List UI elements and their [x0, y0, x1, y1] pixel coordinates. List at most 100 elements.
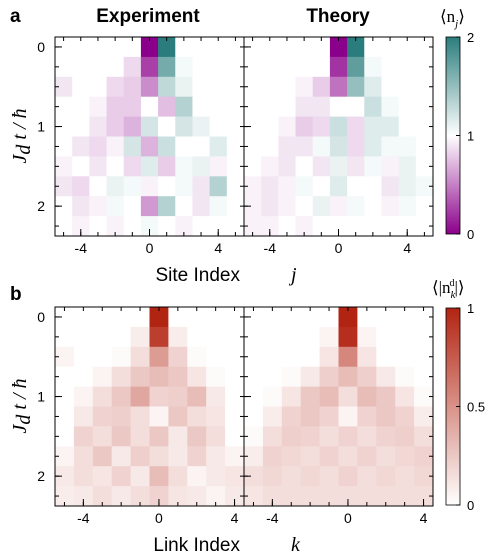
heatmap-a-experiment-cell — [175, 156, 193, 177]
heatmap-b-theory-cell — [262, 307, 283, 328]
heatmap-a-theory-cell — [381, 96, 400, 117]
heatmap-b-theory-cell — [395, 426, 415, 447]
heatmap-a-theory-cell — [312, 116, 331, 137]
heatmap-a-experiment-cell — [55, 196, 73, 217]
heatmap-a-theory-cell — [312, 196, 331, 217]
heatmap-a-theory-cell — [347, 116, 365, 137]
heatmap-b-experiment-cell — [187, 426, 207, 447]
heatmap-a-theory-cell — [261, 37, 279, 58]
heatmap-b-theory-cell — [414, 446, 434, 467]
heatmap-b-experiment-cell — [130, 326, 150, 348]
heatmap-a-experiment-cell — [55, 116, 73, 137]
heatmap-a-theory-cell — [415, 136, 434, 157]
xlabel-link-var: k — [291, 534, 301, 556]
heatmap-a-theory-cell — [398, 136, 417, 157]
heatmap-b-theory-cell — [395, 446, 415, 467]
heatmap-a-experiment-cell — [55, 156, 73, 177]
heatmap-a-experiment-cell — [72, 76, 90, 98]
heatmap-a-experiment-cell — [89, 156, 107, 177]
xlabel-site-index: Site Index — [156, 265, 241, 286]
heatmap-b-experiment-cell — [187, 486, 207, 507]
heatmap-a-theory-cell — [261, 136, 279, 157]
heatmap-b-theory-cell — [414, 307, 434, 328]
heatmap-b-experiment-cell — [225, 346, 245, 368]
heatmap-a-theory-cell — [244, 116, 262, 137]
heatmap-a-experiment-cell — [72, 176, 90, 197]
colorbar-ticks: 0 1 2 0 0.5 1 — [456, 30, 485, 513]
heatmap-b-theory-cell — [281, 446, 302, 467]
heatmap-a-experiment-cell — [140, 116, 159, 137]
heatmap-a-theory-cell — [295, 176, 314, 197]
panel-label-a: a — [10, 6, 21, 27]
heatmap-b-theory-cell — [262, 386, 283, 407]
heatmap-a-experiment-cell — [175, 216, 193, 237]
heatmap-b-theory-cell — [262, 446, 283, 467]
heatmap-b-theory-cell — [376, 326, 396, 348]
heatmap-b-experiment-cell — [168, 386, 188, 407]
heatmap-b-theory-cell — [300, 446, 320, 467]
heatmap-a-experiment-cell — [140, 216, 159, 237]
heatmap-a-experiment-cell — [123, 116, 142, 137]
heatmap-a-theory-cell — [347, 136, 365, 157]
heatmap-a-experiment-cell — [175, 76, 193, 98]
heatmap-a-experiment-cell — [175, 56, 193, 78]
y-tick-label: 1 — [37, 389, 45, 405]
heatmap-a-experiment-cell — [140, 96, 159, 117]
heatmap-a-theory-cell — [244, 136, 262, 157]
x-tick-label: 4 — [214, 240, 222, 256]
heatmap-b-theory-cell — [262, 426, 283, 447]
x-tick-label: 4 — [403, 240, 411, 256]
heatmap-a-experiment-cell — [89, 116, 107, 137]
heatmap-b-experiment-cell — [187, 307, 207, 328]
heatmap-b-experiment-cell — [225, 326, 245, 348]
heatmap-b-theory-cell — [376, 406, 396, 427]
heatmap-a-experiment-cell — [89, 96, 107, 117]
heatmap-a-theory-cell — [398, 216, 417, 237]
heatmap-b-experiment-cell — [149, 386, 169, 407]
heatmap-b-experiment-cell — [55, 307, 75, 328]
heatmap-b-theory-cell — [244, 366, 264, 387]
heatmap-a-theory-cell — [244, 196, 262, 217]
heatmap-a-theory-cell — [415, 196, 434, 217]
heatmap-b-theory-cell — [395, 486, 415, 507]
heatmap-b-experiment-cell — [187, 386, 207, 407]
heatmap-a-theory-cell — [261, 176, 279, 197]
heatmap-b-experiment-cell — [225, 486, 245, 507]
heatmap-b-theory-cell — [414, 326, 434, 348]
heatmap-a-theory-cell — [261, 156, 279, 177]
colorbar-b-label: ⟨|nkd|⟩ — [432, 278, 464, 301]
heatmap-a-theory-cell — [381, 176, 400, 197]
heatmap-a-theory-cell — [398, 56, 417, 78]
heatmap-a-theory-cell — [381, 56, 400, 78]
heatmap-a-theory-cell — [278, 56, 296, 78]
heatmap-a-theory-cell — [347, 176, 365, 197]
heatmap-a-experiment-cell — [72, 196, 90, 217]
axis-ticks: -4 0 4 -4 0 4 -4 0 4 -4 0 4 0 1 2 0 1 2 — [37, 37, 433, 526]
heatmap-b-experiment-cell — [92, 346, 113, 368]
heatmap-a-theory-cell — [364, 76, 382, 98]
heatmap-b-theory-cell — [357, 486, 377, 507]
heatmap-a-experiment-cell — [55, 56, 73, 78]
heatmap-b-theory-cell — [357, 446, 377, 467]
heatmap-a-experiment-cell — [158, 136, 176, 157]
heatmap-b-theory-cell — [262, 466, 283, 487]
heatmap-a-experiment-cell — [106, 176, 125, 197]
heatmap-a-theory-cell — [364, 216, 382, 237]
heatmap-a-theory-cell — [398, 176, 417, 197]
heatmap-b-theory-cell — [395, 307, 415, 328]
heatmap-a-experiment-cell — [158, 196, 176, 217]
heatmap-b-experiment-cell — [149, 486, 169, 507]
colorbar-a-label: ⟨nj⟩ — [440, 7, 465, 30]
heatmap-a-theory-cell — [295, 196, 314, 217]
heatmap-a-theory-cell — [347, 96, 365, 117]
heatmap-b-experiment-cell — [168, 307, 188, 328]
heatmap-b-theory-cell — [338, 446, 358, 467]
heatmap-b-experiment-cell — [225, 406, 245, 427]
heatmap-a-experiment-cell — [209, 76, 228, 98]
heatmap-a-experiment-cell — [192, 37, 211, 58]
heatmap-b-experiment-cell — [168, 446, 188, 467]
heatmap-b-theory-cell — [262, 366, 283, 387]
heatmap-b-experiment-cell — [130, 466, 150, 487]
heatmap-b-experiment-cell — [73, 326, 94, 348]
